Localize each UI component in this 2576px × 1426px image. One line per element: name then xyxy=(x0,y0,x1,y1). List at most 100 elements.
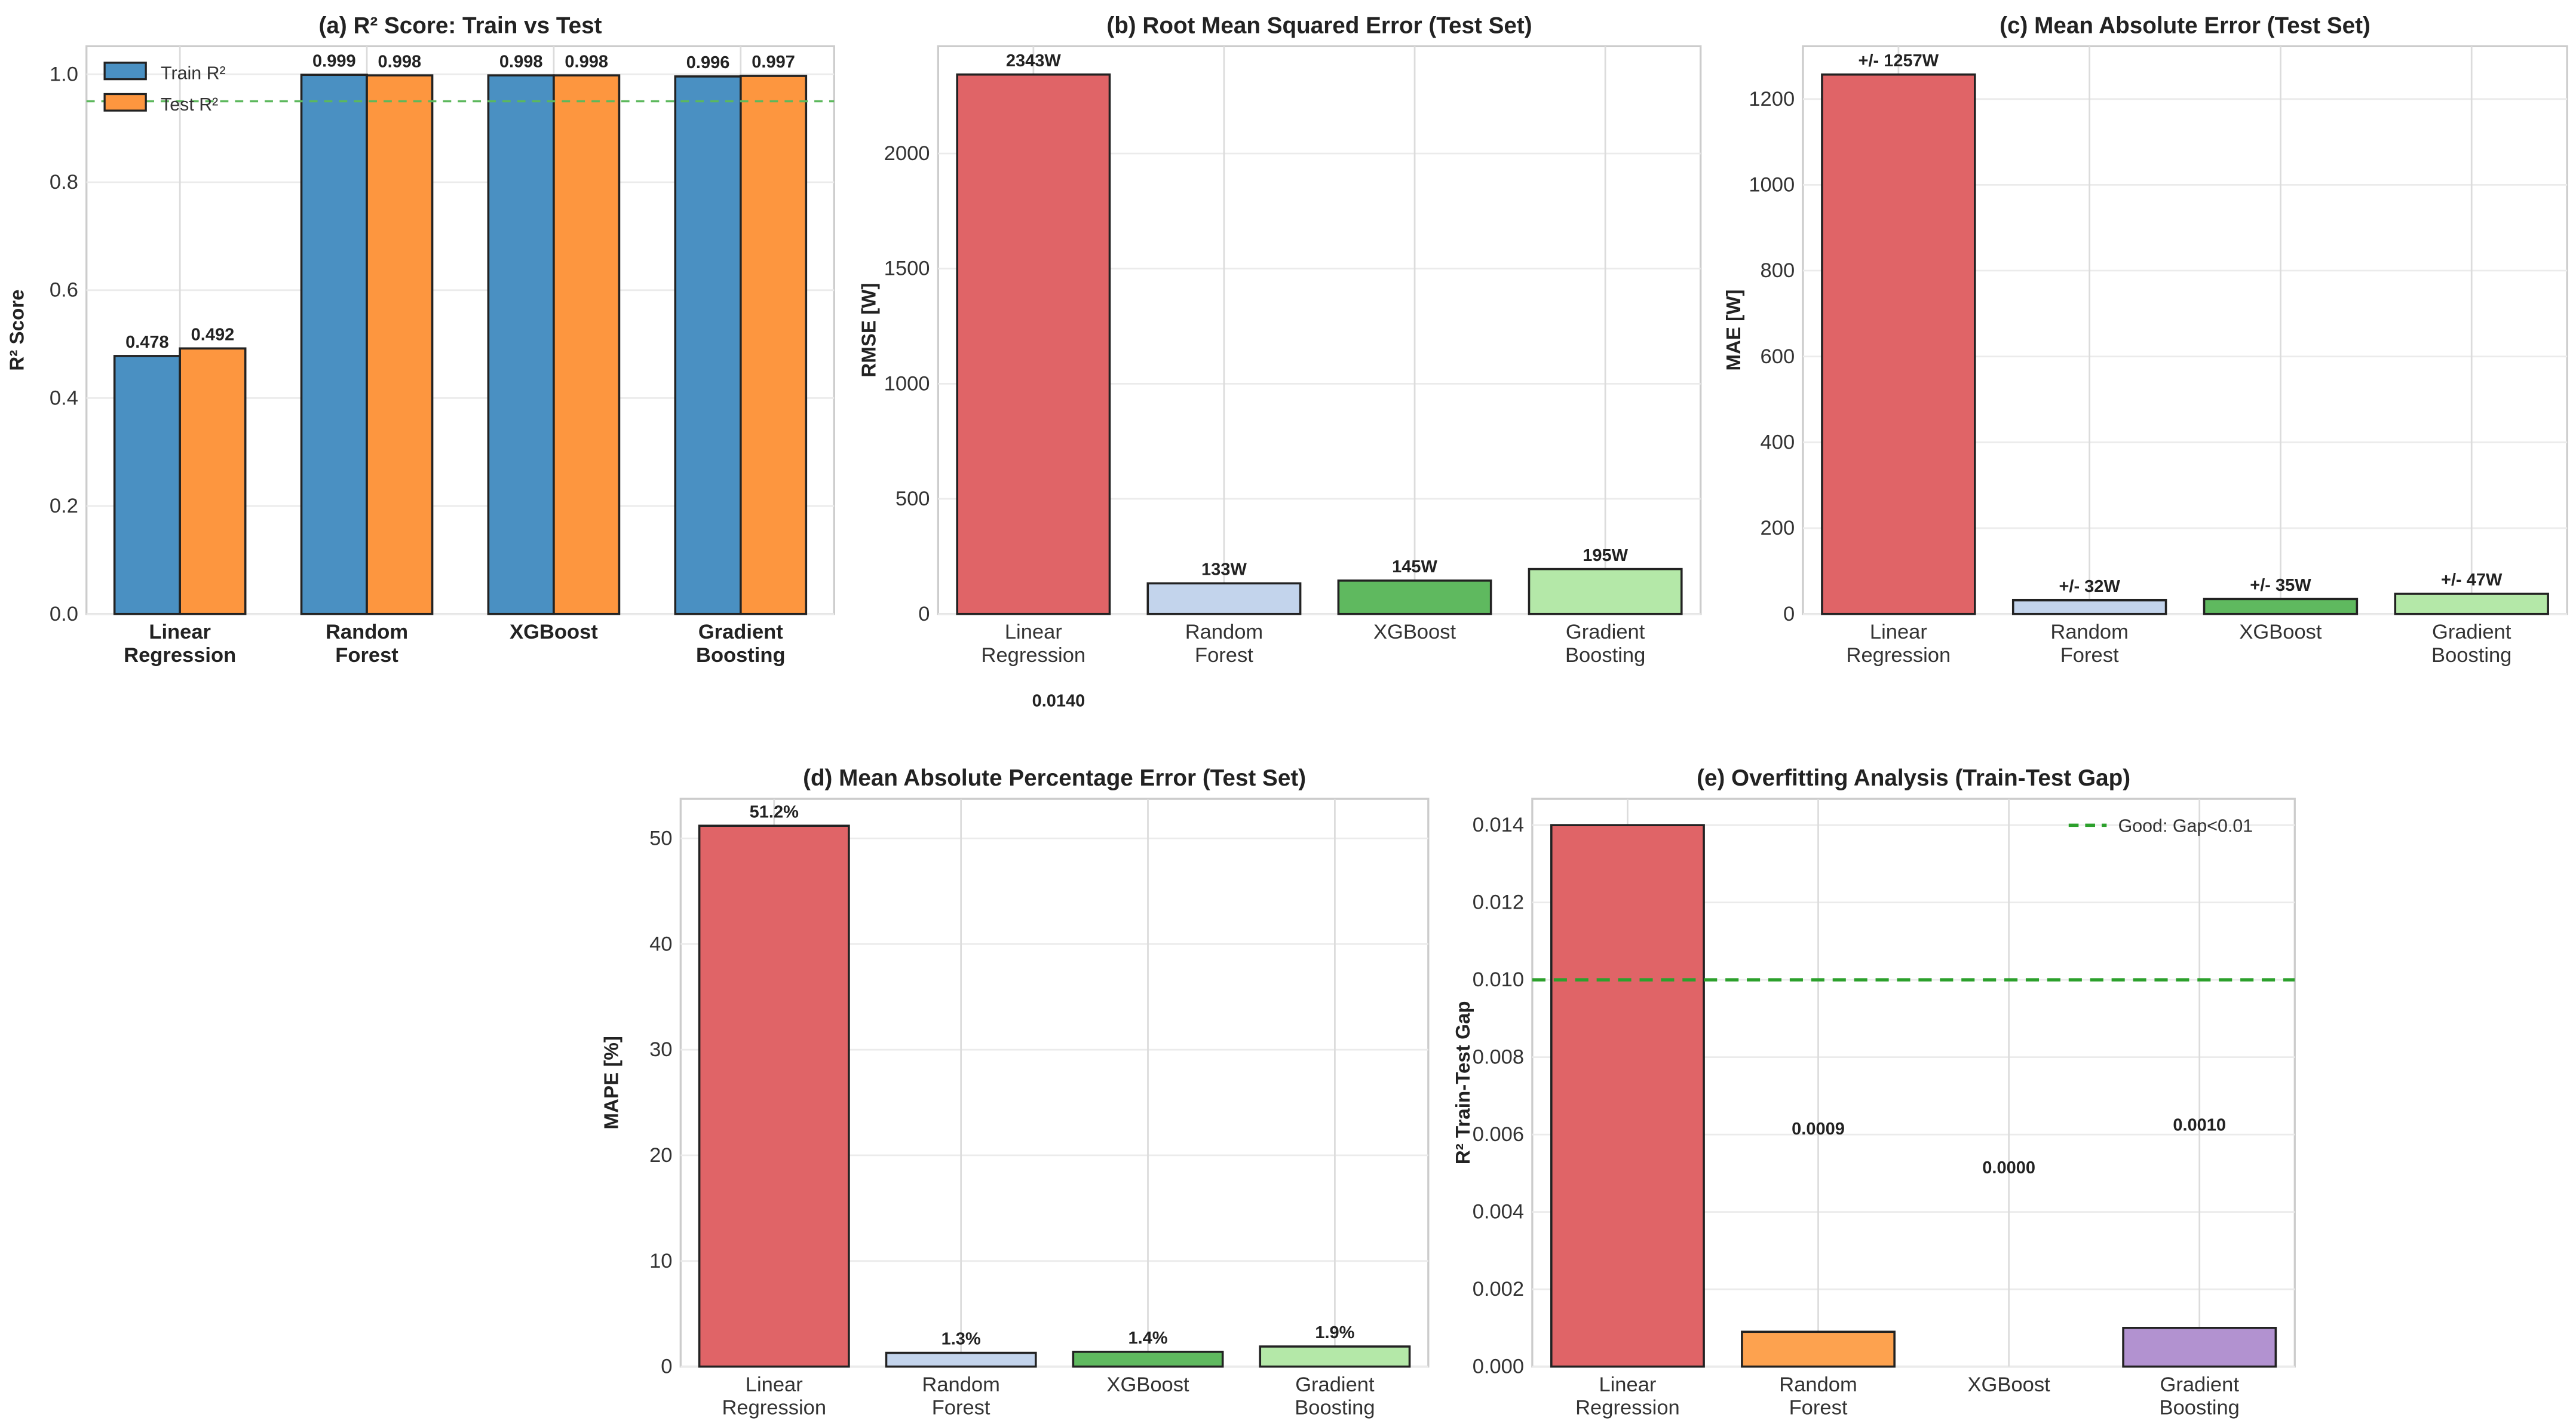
x-tick-label: Gradient xyxy=(1566,621,1645,643)
y-tick-label: 200 xyxy=(1761,517,1795,539)
x-tick-label: Forest xyxy=(1195,644,1253,667)
bar-value-label: 195W xyxy=(1583,546,1628,565)
x-tick-label: Linear xyxy=(1005,621,1062,643)
panel-title: (c) Mean Absolute Error (Test Set) xyxy=(2000,13,2370,38)
x-tick-label: Regression xyxy=(722,1397,826,1419)
y-tick-label: 0.010 xyxy=(1473,968,1524,991)
y-tick-label: 400 xyxy=(1761,431,1795,453)
x-tick-label: Boosting xyxy=(2431,644,2511,667)
x-tick-label: Forest xyxy=(2060,644,2119,667)
bar-value-label: 0.492 xyxy=(191,325,235,344)
bar xyxy=(2122,1327,2277,1368)
bar xyxy=(698,824,850,1368)
bar-value-label: 0.998 xyxy=(499,52,543,71)
bar xyxy=(179,347,247,615)
bar xyxy=(1528,568,1683,615)
bar-value-label: +/- 32W xyxy=(2059,577,2120,596)
x-tick-label: Regression xyxy=(1575,1397,1680,1419)
y-tick-label: 1200 xyxy=(1749,88,1795,111)
x-tick-label: Boosting xyxy=(2160,1397,2240,1419)
x-tick-label: XGBoost xyxy=(1373,621,1456,643)
panel-title: (a) R² Score: Train vs Test xyxy=(318,13,602,38)
bar xyxy=(1821,73,1976,615)
legend-swatch xyxy=(103,93,147,112)
x-tick-label: Regression xyxy=(124,644,236,667)
x-tick-label: XGBoost xyxy=(1106,1373,1189,1396)
bar-value-label: 51.2% xyxy=(750,802,799,821)
y-tick-label: 10 xyxy=(649,1250,672,1272)
bar-value-label: 0.998 xyxy=(565,52,608,71)
y-tick-label: 1.0 xyxy=(50,63,78,85)
bar xyxy=(1146,582,1302,615)
bar xyxy=(2394,593,2549,615)
x-tick-label: Gradient xyxy=(1295,1373,1375,1396)
x-tick-label: Random xyxy=(1185,621,1263,643)
x-tick-label: XGBoost xyxy=(1968,1373,2051,1396)
bar xyxy=(553,74,621,615)
y-tick-label: 0.6 xyxy=(50,279,78,302)
bar-value-label: 1.9% xyxy=(1315,1323,1354,1342)
y-tick-label: 50 xyxy=(649,827,672,850)
x-tick-label: XGBoost xyxy=(510,621,598,643)
bar-value-label: 2343W xyxy=(1006,51,1062,70)
y-tick-label: 0 xyxy=(1783,603,1795,625)
bar xyxy=(1259,1345,1411,1368)
bar-value-label: 0.0010 xyxy=(2173,1116,2226,1135)
bar-value-label: +/- 47W xyxy=(2441,571,2503,590)
y-axis-label: MAE [W] xyxy=(1723,289,1745,370)
y-tick-label: 0.012 xyxy=(1473,891,1524,914)
y-tick-label: 0.0 xyxy=(50,603,78,625)
bar xyxy=(885,1351,1037,1368)
bar-value-label: +/- 35W xyxy=(2250,576,2311,595)
x-tick-label: Forest xyxy=(932,1397,990,1419)
y-axis-label: MAPE [%] xyxy=(600,1036,622,1130)
y-tick-label: 0.002 xyxy=(1473,1278,1524,1301)
legend-label: Test R² xyxy=(161,94,218,115)
x-tick-label: Forest xyxy=(335,644,398,667)
y-tick-label: 0.8 xyxy=(50,171,78,194)
y-tick-label: 0.004 xyxy=(1473,1201,1524,1223)
legend: Train R² Test R² xyxy=(103,62,226,115)
bar xyxy=(1741,1330,1896,1368)
panel-title: (e) Overfitting Analysis (Train-Test Gap… xyxy=(1697,765,2130,791)
x-tick-label: Gradient xyxy=(2160,1373,2240,1396)
bar xyxy=(366,74,434,615)
bar xyxy=(2011,599,2167,615)
y-tick-label: 0 xyxy=(661,1356,672,1378)
x-tick-label: Boosting xyxy=(1565,644,1645,667)
bar xyxy=(1550,824,1705,1368)
panel-title: (d) Mean Absolute Percentage Error (Test… xyxy=(803,765,1306,791)
x-tick-label: Boosting xyxy=(1295,1397,1375,1419)
bar-value-label: 1.4% xyxy=(1128,1329,1167,1348)
x-tick-label: Regression xyxy=(982,644,1086,667)
x-tick-label: XGBoost xyxy=(2239,621,2322,643)
bar xyxy=(674,75,742,615)
y-tick-label: 0.2 xyxy=(50,495,78,517)
panel-e: 0.000 0.002 0.004 0.006 0.008 0.010 0.012 0.014… xyxy=(1452,765,2296,1419)
y-tick-label: 40 xyxy=(649,933,672,955)
legend-label: Train R² xyxy=(161,63,226,84)
legend-label: Good: Gap<0.01 xyxy=(2118,815,2253,836)
y-tick-label: 1000 xyxy=(884,372,930,395)
bar-value-label: 0.0000 xyxy=(1982,1158,2035,1177)
bar-value-label: 133W xyxy=(1201,560,1247,579)
y-tick-label: 0.008 xyxy=(1473,1046,1524,1069)
x-tick-label: Gradient xyxy=(2432,621,2511,643)
y-tick-label: 600 xyxy=(1761,345,1795,368)
x-tick-label: Forest xyxy=(1789,1397,1848,1419)
y-axis-label: RMSE [W] xyxy=(858,283,880,377)
y-tick-label: 30 xyxy=(649,1038,672,1061)
x-tick-label: Regression xyxy=(1847,644,1951,667)
bar-value-label: 0.996 xyxy=(686,53,730,72)
bar-value-label: +/- 1257W xyxy=(1859,51,1939,70)
bar-value-label: 0.478 xyxy=(125,333,169,352)
bar xyxy=(1337,579,1492,615)
y-axis-label: R² Train-Test Gap xyxy=(1452,1001,1474,1164)
bar xyxy=(740,75,808,615)
x-tick-label: Gradient xyxy=(698,621,783,643)
bar xyxy=(113,355,181,615)
